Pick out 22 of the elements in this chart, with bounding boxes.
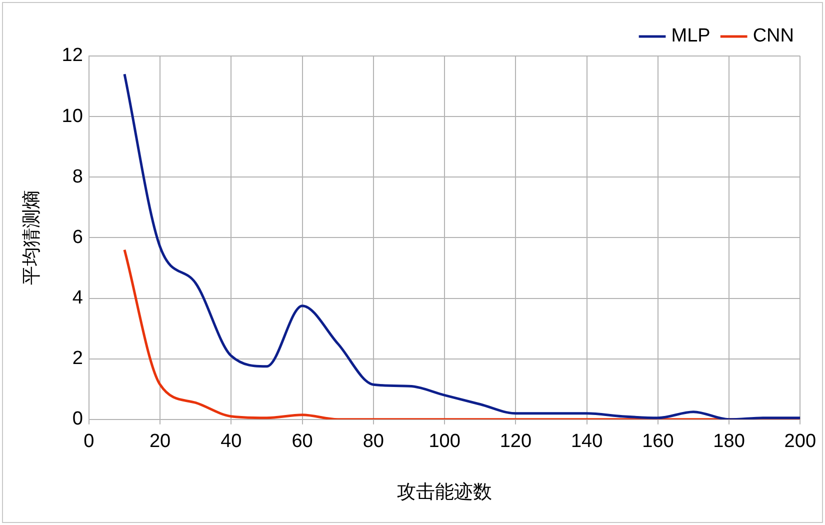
line-series (123, 72, 800, 420)
x-tick-label: 120 (500, 431, 532, 452)
x-tick-label: 80 (362, 431, 384, 452)
y-tick-label: 0 (72, 408, 83, 430)
y-tick-label: 12 (62, 45, 83, 66)
x-axis-title: 攻击能迹数 (397, 480, 492, 503)
y-tick-label: 4 (72, 288, 84, 308)
x-tick-label: 160 (642, 431, 674, 452)
x-tick-label: 140 (570, 431, 603, 452)
legend-label: CNN (752, 26, 794, 47)
y-axis-title: 平均猜测熵 (22, 190, 43, 286)
y-tick-label: 2 (72, 348, 83, 370)
x-tick-label: 180 (713, 431, 745, 452)
x-tick-label: 100 (428, 431, 460, 452)
x-tick-label: 60 (292, 431, 313, 452)
legend-label: MLP (671, 26, 710, 47)
y-tick-label: 10 (62, 106, 83, 127)
x-tick-label: 40 (220, 431, 242, 452)
x-tick-label: 20 (149, 431, 171, 452)
y-tick-label: 8 (72, 166, 83, 188)
y-tick-label: 6 (72, 226, 83, 248)
x-tick-label: 200 (784, 431, 816, 452)
